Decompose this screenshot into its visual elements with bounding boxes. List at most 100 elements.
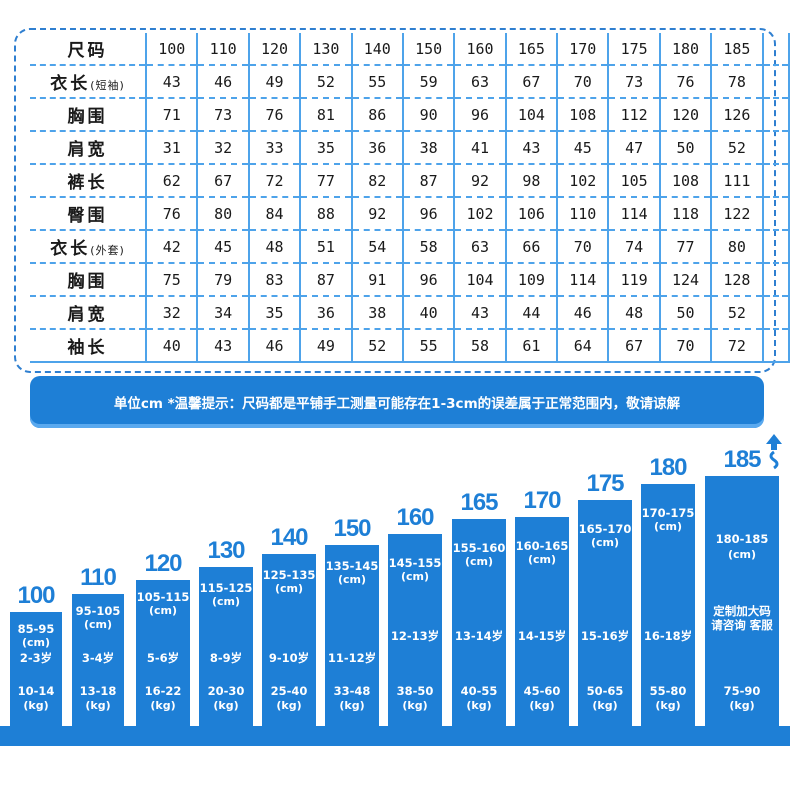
weight-range: 33-48 xyxy=(333,684,371,698)
table-cell: 48 xyxy=(248,230,302,264)
table-cell: 76 xyxy=(146,197,199,231)
table-cell: 70 xyxy=(557,230,610,264)
size-bar-175: 175 165-170 (cm) 15-16岁 50-65 (kg) xyxy=(578,470,632,726)
table-cell: 32 xyxy=(146,296,199,330)
table-cell: 90 xyxy=(402,98,456,132)
table-cell: 38 xyxy=(351,296,404,330)
row-label-note: (短袖) xyxy=(90,79,125,92)
table-cell: 40 xyxy=(146,329,199,363)
age-range: 16-18岁 xyxy=(643,629,693,643)
table-cell: 104 xyxy=(454,263,507,297)
size-bar-150: 150 135-145 (cm) 11-12岁 33-48 (kg) xyxy=(325,515,379,726)
height-range: 95-105 xyxy=(75,604,121,618)
height-range: 125-135 xyxy=(262,568,316,582)
table-cell: 46 xyxy=(197,65,250,99)
row-label: 尺码 xyxy=(30,33,148,66)
table-cell: 96 xyxy=(454,98,507,132)
table-cell: 114 xyxy=(608,197,661,231)
table-cell-empty xyxy=(762,131,790,165)
table-cell-empty xyxy=(762,98,790,132)
size-bar-170: 170 160-165 (cm) 14-15岁 45-60 (kg) xyxy=(515,487,569,726)
size-table-row: 裤长 62 67 72 77 82 87 92 98 102 105 108 111 xyxy=(30,164,790,198)
size-table-row: 肩宽 31 32 33 35 36 38 41 43 45 47 50 52 xyxy=(30,131,790,165)
height-range: 160-165 xyxy=(515,539,569,553)
size-bar-185: 185 180-185 (cm) 定制加大码 请咨询 客服 75-90 (kg) xyxy=(705,446,779,726)
table-cell: 108 xyxy=(659,164,713,198)
row-label: 肩宽 xyxy=(30,131,148,165)
table-cell: 31 xyxy=(146,131,199,165)
size-table-row: 胸围 71 73 76 81 86 90 96 104 108 112 120 126 xyxy=(30,98,790,132)
size-bar-120: 120 105-115 (cm) 5-6岁 16-22 (kg) xyxy=(136,550,190,726)
table-cell: 79 xyxy=(197,263,250,297)
weight-range: 40-55 xyxy=(460,684,498,698)
table-cell: 102 xyxy=(557,164,610,198)
table-cell: 72 xyxy=(711,329,764,363)
table-cell: 50 xyxy=(659,131,713,165)
table-cell-empty xyxy=(762,65,790,99)
table-cell: 45 xyxy=(197,230,250,264)
table-cell: 109 xyxy=(505,263,559,297)
weight-range: 75-90 xyxy=(723,684,761,698)
height-range: 145-155 xyxy=(388,556,442,570)
height-unit: (cm) xyxy=(653,520,683,533)
weight-unit: (kg) xyxy=(150,699,176,712)
height-unit: (cm) xyxy=(21,636,51,649)
size-table-row: 肩宽 32 34 35 36 38 40 43 44 46 48 50 52 xyxy=(30,296,790,330)
height-unit: (cm) xyxy=(400,570,430,583)
weight-range: 38-50 xyxy=(396,684,434,698)
table-cell: 175 xyxy=(608,33,661,66)
table-cell: 70 xyxy=(557,65,610,99)
size-table: 尺码 100 110 120 130 140 150 160 165 170 175 180 185 衣长… xyxy=(30,33,790,363)
table-cell: 55 xyxy=(402,329,456,363)
row-label-text: 肩宽 xyxy=(67,140,108,160)
table-cell: 96 xyxy=(402,197,456,231)
size-label: 170 xyxy=(523,487,561,514)
height-unit: (cm) xyxy=(211,595,241,608)
table-cell: 185 xyxy=(711,33,764,66)
table-cell: 120 xyxy=(659,98,713,132)
table-cell: 92 xyxy=(351,197,404,231)
table-cell: 92 xyxy=(454,164,507,198)
row-label: 衣长(外套) xyxy=(30,230,148,264)
size-bar-140: 140 125-135 (cm) 9-10岁 25-40 (kg) xyxy=(262,524,316,726)
weight-unit: (kg) xyxy=(339,699,365,712)
table-cell: 46 xyxy=(248,329,302,363)
row-label-text: 胸围 xyxy=(67,107,108,127)
table-cell: 45 xyxy=(557,131,610,165)
size-label: 140 xyxy=(270,524,308,551)
table-cell: 43 xyxy=(454,296,507,330)
table-cell: 118 xyxy=(659,197,713,231)
age-range: 13-14岁 xyxy=(454,629,504,643)
weight-unit: (kg) xyxy=(402,699,428,712)
weight-range: 13-18 xyxy=(79,684,117,698)
table-cell: 110 xyxy=(197,33,250,66)
table-cell: 67 xyxy=(197,164,250,198)
height-range: 105-115 xyxy=(136,590,190,604)
table-cell: 76 xyxy=(248,98,302,132)
table-cell: 59 xyxy=(402,65,456,99)
row-label-text: 衣长 xyxy=(50,239,91,259)
table-cell: 44 xyxy=(505,296,559,330)
weight-range: 55-80 xyxy=(649,684,687,698)
table-cell: 150 xyxy=(402,33,456,66)
age-range: 3-4岁 xyxy=(81,651,115,665)
table-cell: 55 xyxy=(351,65,404,99)
row-label-text: 臀围 xyxy=(67,206,108,226)
table-cell: 51 xyxy=(300,230,353,264)
age-range: 5-6岁 xyxy=(146,651,180,665)
weight-unit: (kg) xyxy=(729,699,755,712)
table-cell: 35 xyxy=(248,296,302,330)
height-range: 165-170 xyxy=(578,522,632,536)
table-cell: 66 xyxy=(505,230,559,264)
table-cell-empty xyxy=(762,164,790,198)
height-range: 115-125 xyxy=(199,581,253,595)
weight-unit: (kg) xyxy=(276,699,302,712)
table-cell: 72 xyxy=(248,164,302,198)
table-cell: 63 xyxy=(454,230,507,264)
table-cell: 67 xyxy=(505,65,559,99)
weight-range: 16-22 xyxy=(144,684,182,698)
table-cell: 130 xyxy=(300,33,353,66)
table-cell: 77 xyxy=(300,164,353,198)
size-label: 175 xyxy=(586,470,624,497)
table-cell: 110 xyxy=(557,197,610,231)
